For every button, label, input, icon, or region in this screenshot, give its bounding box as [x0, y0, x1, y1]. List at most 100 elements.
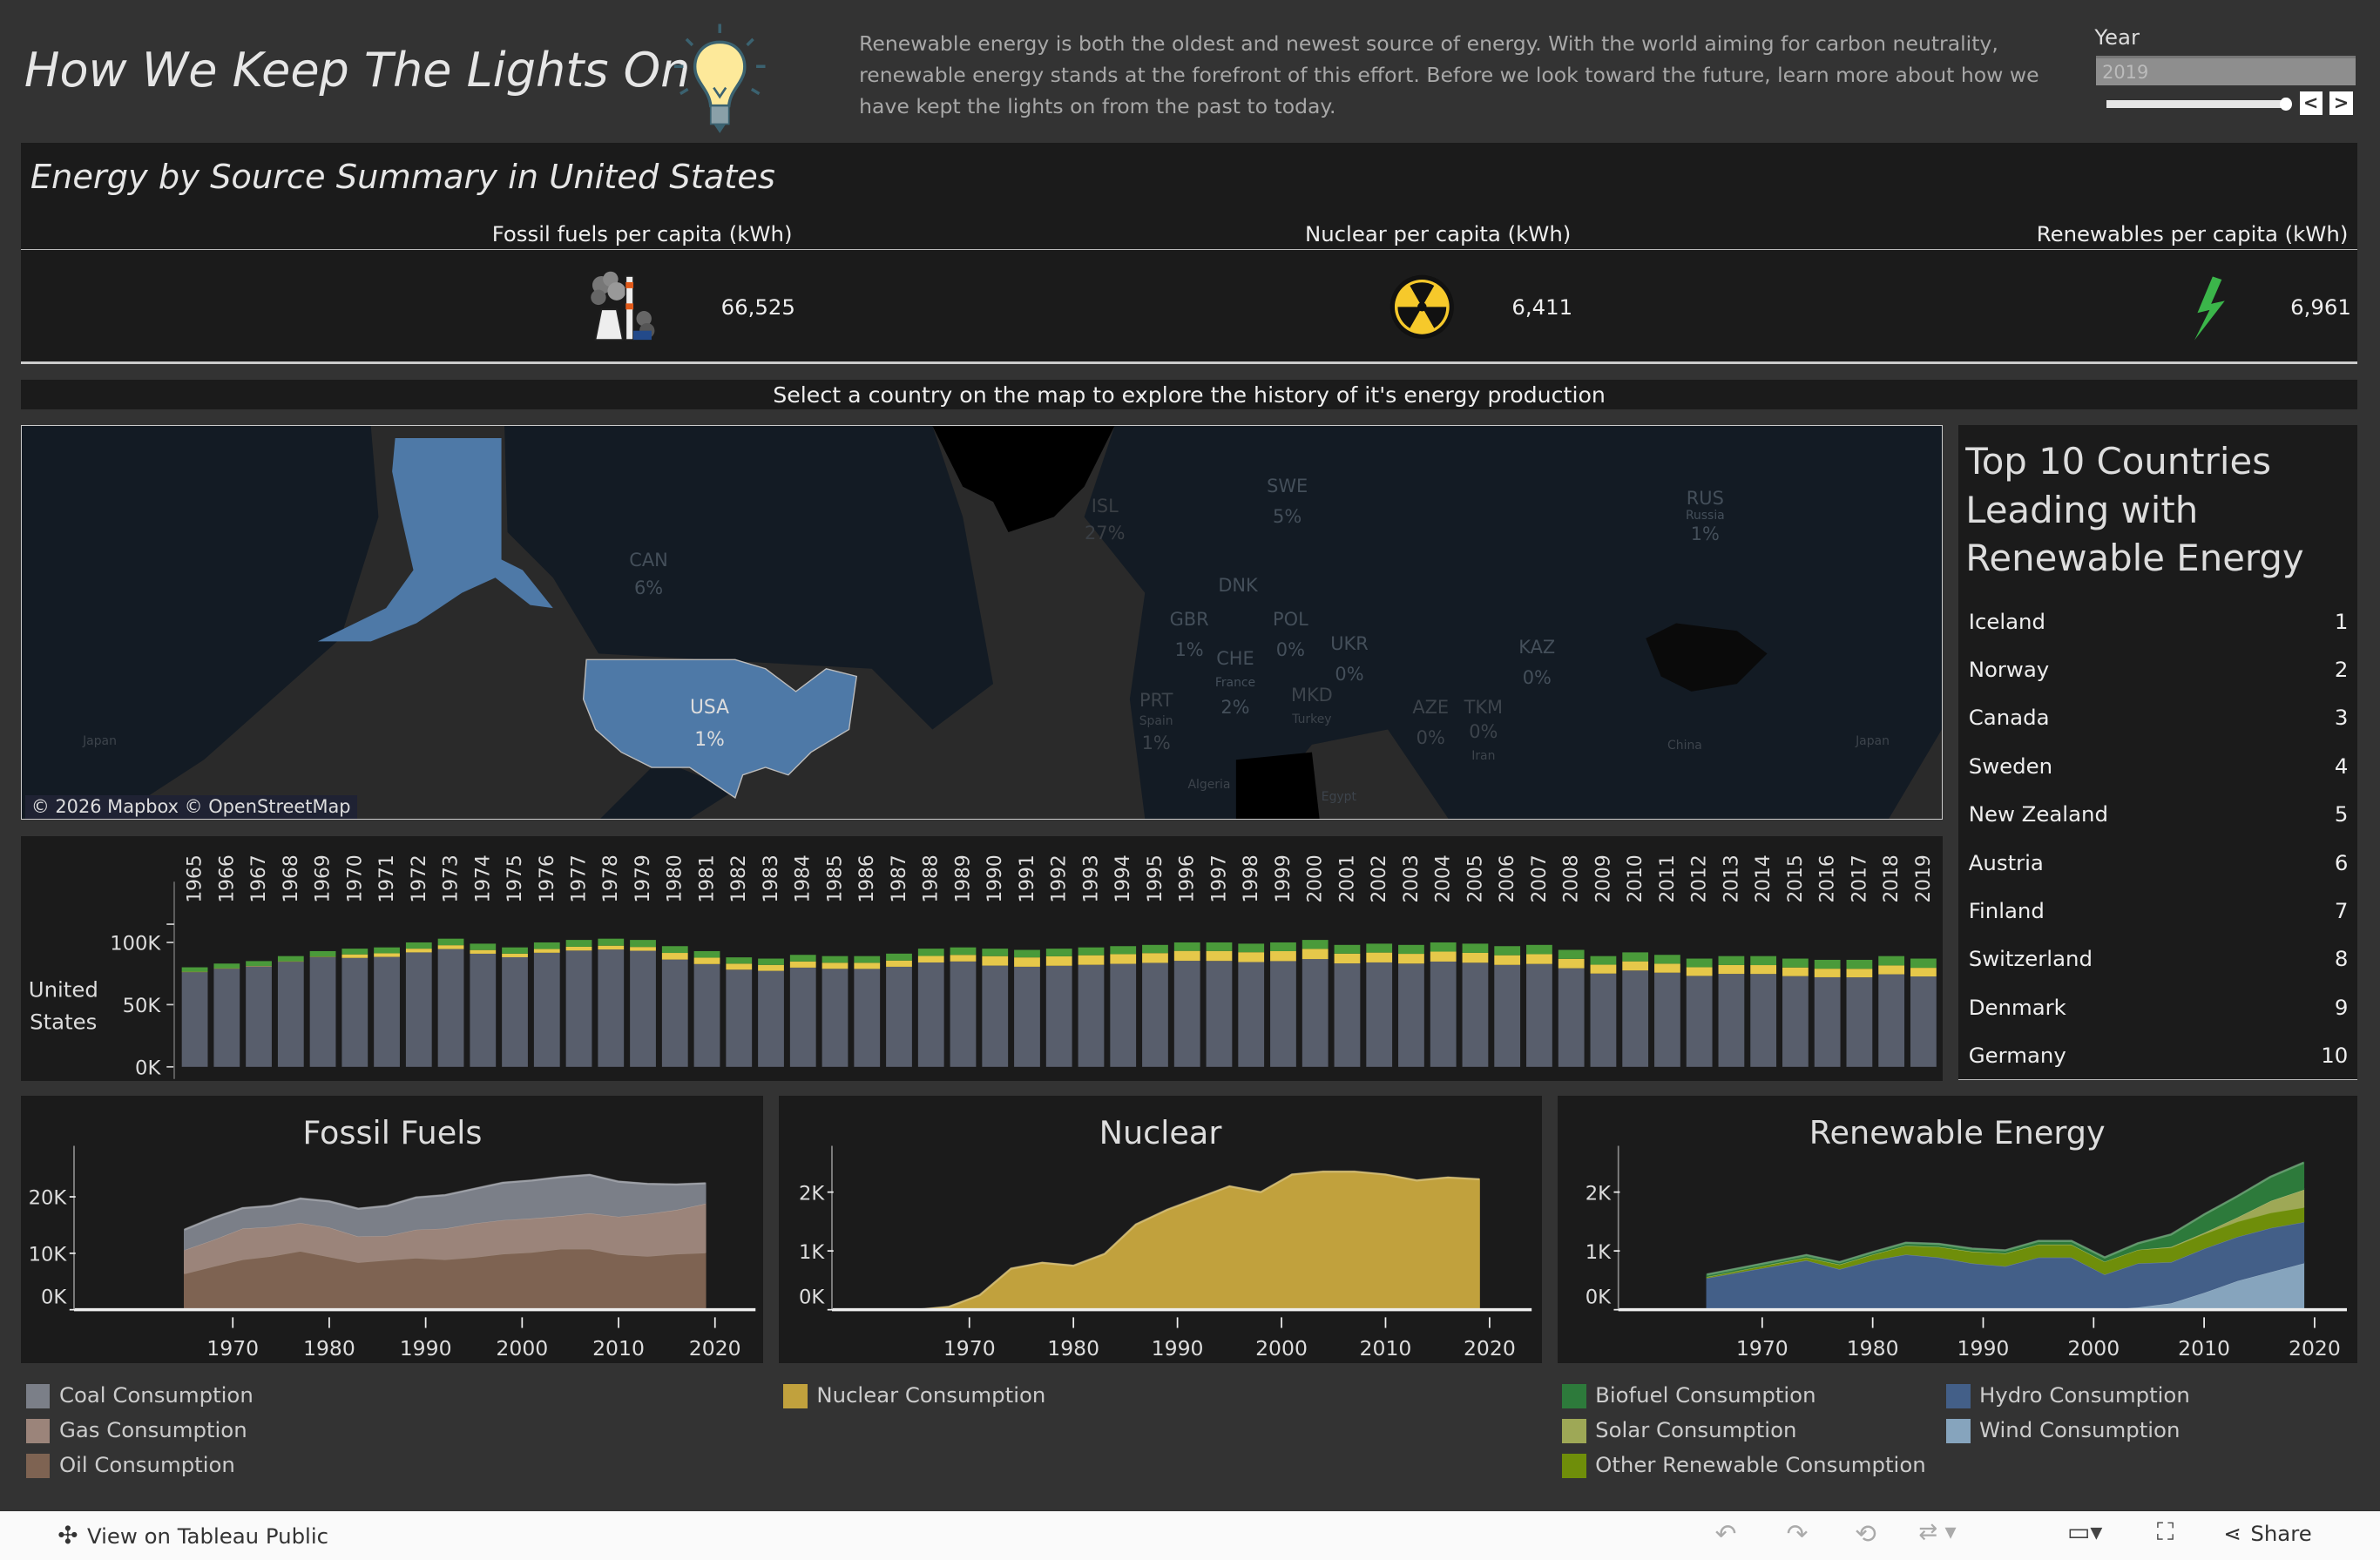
bar-renewable[interactable]	[1495, 946, 1521, 955]
bar-renewable[interactable]	[983, 949, 1009, 956]
bar-fossil[interactable]	[598, 949, 625, 1067]
bar-nuclear[interactable]	[1046, 956, 1072, 966]
bar-fossil[interactable]	[182, 972, 208, 1067]
bar-nuclear[interactable]	[438, 945, 464, 949]
bar-fossil[interactable]	[1046, 966, 1072, 1067]
bar-fossil[interactable]	[662, 960, 688, 1067]
bar-nuclear[interactable]	[1558, 959, 1585, 969]
bar-fossil[interactable]	[727, 969, 753, 1067]
bar-fossil[interactable]	[278, 962, 304, 1067]
bar-renewable[interactable]	[887, 954, 913, 961]
bar-fossil[interactable]	[1847, 977, 1873, 1067]
bar-nuclear[interactable]	[983, 956, 1009, 966]
bar-fossil[interactable]	[503, 957, 529, 1067]
bar-nuclear[interactable]	[1719, 965, 1745, 974]
bar-nuclear[interactable]	[1111, 954, 1137, 963]
bar-renewable[interactable]	[1558, 950, 1585, 959]
bar-renewable[interactable]	[1046, 949, 1072, 956]
bar-fossil[interactable]	[470, 954, 497, 1067]
undo-icon[interactable]: ↶	[1715, 1519, 1737, 1549]
bar-fossil[interactable]	[1430, 962, 1457, 1067]
year-filter-input[interactable]: 2019	[2096, 56, 2356, 84]
bar-fossil[interactable]	[631, 951, 657, 1067]
bar-renewable[interactable]	[1782, 959, 1809, 968]
bar-nuclear[interactable]	[1430, 952, 1457, 962]
bar-renewable[interactable]	[1719, 956, 1745, 965]
bar-renewable[interactable]	[1687, 959, 1713, 968]
bar-renewable[interactable]	[1847, 960, 1873, 969]
revert-icon[interactable]: ⟲	[1855, 1519, 1876, 1549]
bar-nuclear[interactable]	[1398, 954, 1424, 963]
bar-fossil[interactable]	[1591, 974, 1617, 1067]
bar-fossil[interactable]	[1910, 976, 1937, 1067]
bar-fossil[interactable]	[822, 969, 849, 1067]
bar-nuclear[interactable]	[887, 961, 913, 967]
bar-renewable[interactable]	[566, 940, 592, 947]
bar-fossil[interactable]	[1879, 975, 1905, 1067]
bar-renewable[interactable]	[1207, 942, 1233, 951]
bar-renewable[interactable]	[1014, 950, 1040, 958]
bar-renewable[interactable]	[1367, 943, 1393, 952]
bar-fossil[interactable]	[1302, 959, 1329, 1067]
fullscreen-icon[interactable]: ⛶	[2157, 1517, 2174, 1547]
bar-fossil[interactable]	[1270, 961, 1296, 1066]
bar-renewable[interactable]	[822, 956, 849, 963]
bar-nuclear[interactable]	[534, 949, 560, 953]
bar-fossil[interactable]	[1207, 961, 1233, 1067]
bar-nuclear[interactable]	[790, 962, 816, 968]
bar-renewable[interactable]	[406, 942, 432, 949]
device-preview-icon[interactable]: ▭▾	[2067, 1517, 2102, 1546]
bar-nuclear[interactable]	[662, 953, 688, 960]
bar-nuclear[interactable]	[727, 963, 753, 969]
bar-renewable[interactable]	[470, 943, 497, 949]
bar-nuclear[interactable]	[342, 955, 368, 958]
bar-fossil[interactable]	[1463, 962, 1489, 1067]
bar-fossil[interactable]	[1526, 964, 1552, 1067]
bar-nuclear[interactable]	[1815, 969, 1841, 977]
year-slider-track[interactable]	[2106, 100, 2286, 108]
bar-renewable[interactable]	[694, 951, 720, 958]
bar-renewable[interactable]	[1623, 952, 1649, 961]
bar-renewable[interactable]	[1111, 946, 1137, 954]
bar-fossil[interactable]	[1142, 962, 1168, 1066]
bar-renewable[interactable]	[1526, 945, 1552, 955]
bar-fossil[interactable]	[1398, 963, 1424, 1067]
bar-nuclear[interactable]	[950, 955, 977, 962]
bar-renewable[interactable]	[1270, 942, 1296, 951]
bar-renewable[interactable]	[950, 948, 977, 956]
bar-fossil[interactable]	[534, 953, 560, 1067]
bar-fossil[interactable]	[694, 964, 720, 1067]
bar-renewable[interactable]	[1751, 956, 1777, 965]
bar-nuclear[interactable]	[631, 947, 657, 950]
bar-renewable[interactable]	[534, 942, 560, 949]
bar-fossil[interactable]	[887, 967, 913, 1067]
bar-renewable[interactable]	[1335, 945, 1361, 954]
bar-nuclear[interactable]	[1782, 968, 1809, 976]
area-nuclear-consumption[interactable]	[917, 1172, 1479, 1310]
bar-renewable[interactable]	[918, 949, 944, 956]
bar-fossil[interactable]	[918, 962, 944, 1067]
bar-renewable[interactable]	[1142, 945, 1168, 953]
bar-renewable[interactable]	[1078, 948, 1105, 956]
bar-renewable[interactable]	[1815, 960, 1841, 969]
bar-fossil[interactable]	[438, 949, 464, 1067]
year-next-button[interactable]: >	[2329, 91, 2352, 116]
bar-renewable[interactable]	[727, 957, 753, 963]
bar-renewable[interactable]	[759, 959, 785, 965]
bar-fossil[interactable]	[375, 957, 401, 1067]
bar-renewable[interactable]	[1654, 955, 1680, 963]
bar-nuclear[interactable]	[822, 962, 849, 969]
bar-fossil[interactable]	[1558, 969, 1585, 1067]
bar-renewable[interactable]	[1910, 959, 1937, 969]
